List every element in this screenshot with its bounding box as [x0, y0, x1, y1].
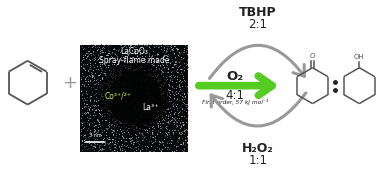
Text: LaCoO₃: LaCoO₃ — [120, 47, 148, 56]
Text: O: O — [310, 53, 315, 59]
Text: +: + — [62, 74, 77, 92]
FancyArrowPatch shape — [199, 76, 272, 95]
Text: Spray-flame made: Spray-flame made — [99, 56, 169, 65]
Text: 3 nm: 3 nm — [89, 133, 102, 139]
Ellipse shape — [99, 62, 169, 131]
Bar — [81, 45, 188, 152]
FancyArrowPatch shape — [211, 93, 306, 126]
Text: OH: OH — [354, 54, 365, 60]
Text: 2:1: 2:1 — [248, 18, 267, 31]
Text: 4:1: 4:1 — [225, 89, 244, 102]
Text: First order, 57 kJ mol⁻¹: First order, 57 kJ mol⁻¹ — [201, 99, 268, 105]
Text: H₂O₂: H₂O₂ — [242, 142, 274, 155]
Text: 1:1: 1:1 — [248, 154, 267, 167]
FancyArrowPatch shape — [209, 45, 304, 78]
Text: O₂: O₂ — [226, 70, 243, 83]
Text: TBHP: TBHP — [239, 6, 277, 19]
Text: Co³⁺/²⁺: Co³⁺/²⁺ — [105, 92, 132, 101]
Text: La³⁺: La³⁺ — [142, 103, 158, 112]
